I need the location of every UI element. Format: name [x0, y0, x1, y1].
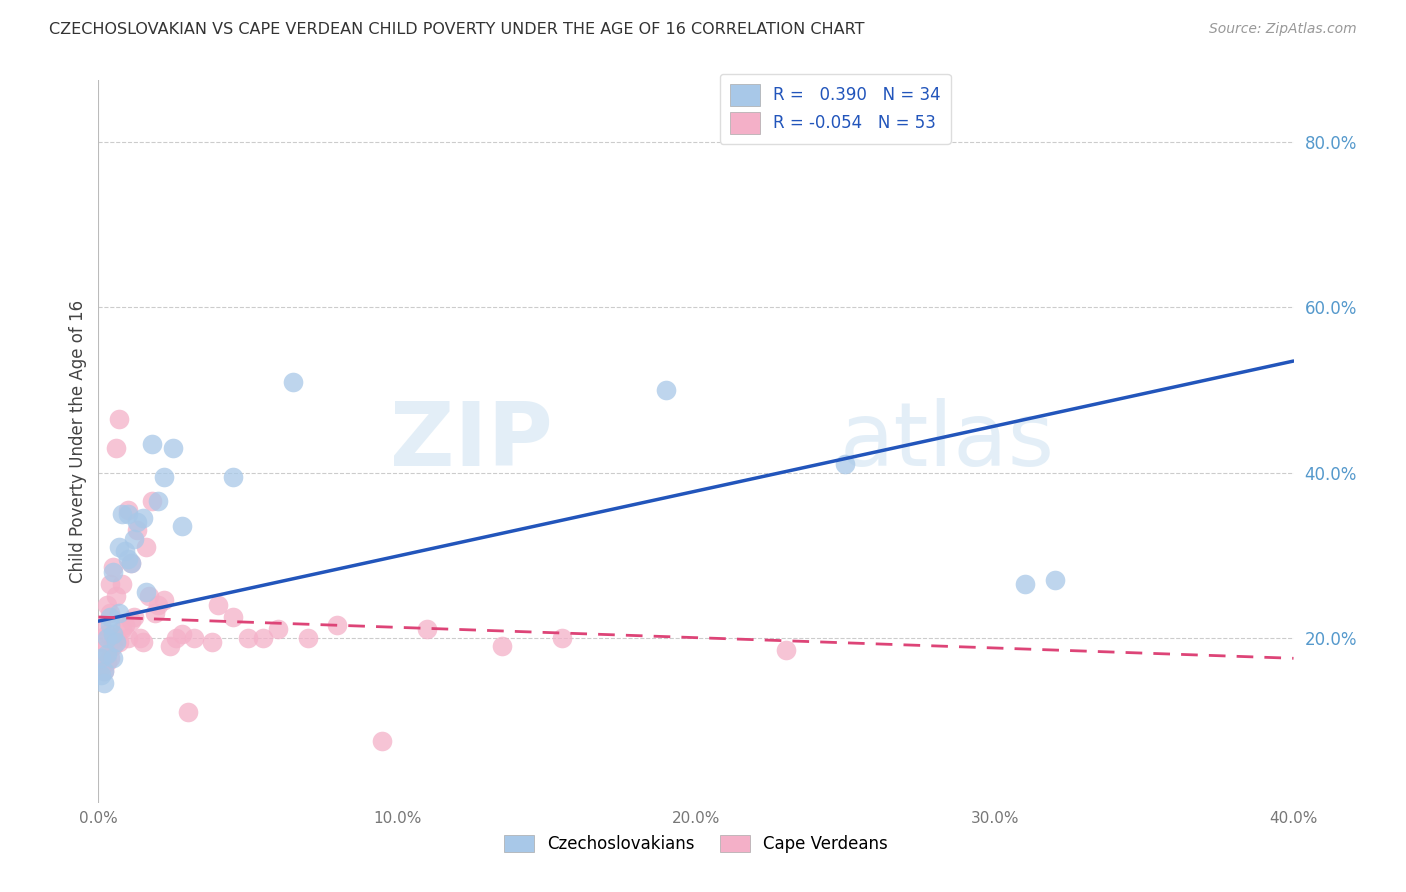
Point	[159, 639, 181, 653]
Point	[124, 532, 146, 546]
Point	[177, 705, 200, 719]
Point	[153, 469, 176, 483]
Point	[183, 631, 205, 645]
Point	[127, 524, 149, 538]
Point	[222, 610, 245, 624]
Point	[135, 585, 157, 599]
Point	[1043, 573, 1066, 587]
Point	[201, 634, 224, 648]
Point	[117, 631, 139, 645]
Point	[834, 457, 856, 471]
Text: ZIP: ZIP	[389, 398, 553, 485]
Point	[93, 664, 115, 678]
Point	[127, 515, 149, 529]
Legend: Czechoslovakians, Cape Verdeans: Czechoslovakians, Cape Verdeans	[498, 828, 894, 860]
Point	[153, 593, 176, 607]
Point	[90, 618, 112, 632]
Point	[103, 651, 125, 665]
Point	[108, 634, 131, 648]
Point	[103, 626, 125, 640]
Point	[141, 436, 163, 450]
Point	[222, 469, 245, 483]
Point	[236, 631, 259, 645]
Point	[90, 634, 112, 648]
Point	[416, 623, 439, 637]
Point	[655, 383, 678, 397]
Point	[98, 577, 122, 591]
Point	[172, 626, 194, 640]
Point	[108, 606, 131, 620]
Point	[148, 494, 170, 508]
Y-axis label: Child Poverty Under the Age of 16: Child Poverty Under the Age of 16	[69, 300, 87, 583]
Point	[93, 664, 115, 678]
Point	[267, 623, 290, 637]
Point	[111, 507, 134, 521]
Point	[90, 651, 112, 665]
Point	[172, 519, 194, 533]
Point	[103, 565, 125, 579]
Point	[117, 552, 139, 566]
Text: atlas: atlas	[839, 398, 1054, 485]
Point	[135, 540, 157, 554]
Point	[132, 511, 155, 525]
Point	[165, 631, 187, 645]
Point	[111, 623, 134, 637]
Point	[117, 507, 139, 521]
Point	[103, 560, 125, 574]
Point	[162, 441, 184, 455]
Point	[124, 610, 146, 624]
Point	[252, 631, 274, 645]
Point	[120, 557, 142, 571]
Point	[103, 639, 125, 653]
Point	[96, 631, 118, 645]
Point	[132, 634, 155, 648]
Point	[96, 626, 118, 640]
Point	[148, 598, 170, 612]
Point	[326, 618, 349, 632]
Point	[114, 618, 136, 632]
Point	[96, 647, 118, 661]
Point	[98, 618, 122, 632]
Point	[138, 590, 160, 604]
Text: CZECHOSLOVAKIAN VS CAPE VERDEAN CHILD POVERTY UNDER THE AGE OF 16 CORRELATION CH: CZECHOSLOVAKIAN VS CAPE VERDEAN CHILD PO…	[49, 22, 865, 37]
Point	[105, 441, 128, 455]
Point	[111, 577, 134, 591]
Point	[207, 598, 229, 612]
Point	[491, 639, 513, 653]
Point	[281, 375, 304, 389]
Point	[114, 544, 136, 558]
Point	[550, 631, 572, 645]
Point	[93, 643, 115, 657]
Text: Source: ZipAtlas.com: Source: ZipAtlas.com	[1209, 22, 1357, 37]
Point	[98, 610, 122, 624]
Point	[105, 631, 128, 645]
Point	[98, 606, 122, 620]
Point	[775, 643, 797, 657]
Point	[105, 590, 128, 604]
Point	[1014, 577, 1036, 591]
Point	[108, 540, 131, 554]
Point	[120, 557, 142, 571]
Point	[98, 651, 122, 665]
Point	[96, 656, 118, 670]
Point	[371, 734, 394, 748]
Point	[141, 494, 163, 508]
Point	[120, 614, 142, 628]
Point	[96, 598, 118, 612]
Point	[297, 631, 319, 645]
Point	[108, 412, 131, 426]
Point	[90, 659, 112, 673]
Point	[93, 676, 115, 690]
Point	[129, 631, 152, 645]
Point	[90, 668, 112, 682]
Point	[117, 502, 139, 516]
Point	[105, 634, 128, 648]
Point	[143, 606, 166, 620]
